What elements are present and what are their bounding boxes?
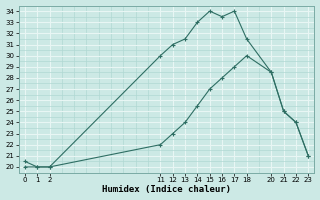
X-axis label: Humidex (Indice chaleur): Humidex (Indice chaleur)	[102, 185, 231, 194]
